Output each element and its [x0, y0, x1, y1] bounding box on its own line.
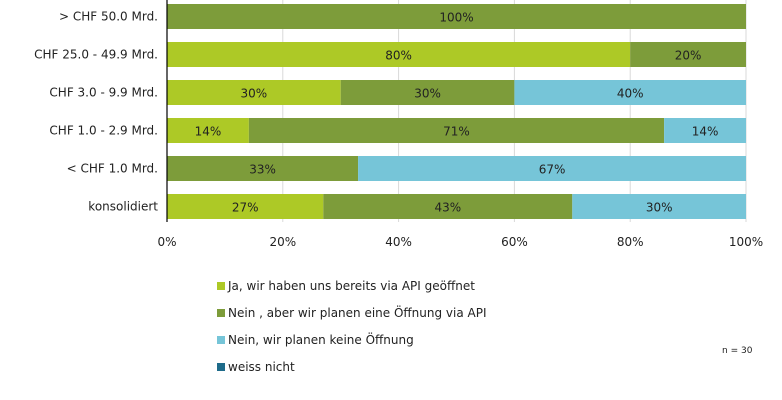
data-label: 40%	[617, 87, 644, 101]
legend-item: Nein, wir planen keine Öffnung	[217, 326, 487, 353]
legend-swatch	[217, 281, 225, 290]
data-label: 20%	[675, 49, 702, 63]
data-label: 14%	[692, 125, 719, 139]
data-label: 100%	[439, 11, 473, 25]
sample-size-note: n = 30	[722, 346, 753, 356]
x-tick-label: 0%	[157, 235, 176, 249]
data-label: 30%	[241, 87, 268, 101]
x-tick-label: 40%	[385, 235, 412, 249]
data-label: 27%	[232, 201, 259, 215]
x-tick-label: 100%	[729, 235, 763, 249]
legend-swatch	[217, 335, 225, 344]
data-label: 33%	[249, 163, 276, 177]
legend: Ja, wir haben uns bereits via API geöffn…	[217, 272, 487, 380]
legend-swatch	[217, 308, 225, 317]
category-label: CHF 3.0 - 9.9 Mrd.	[49, 86, 158, 100]
category-label: > CHF 50.0 Mrd.	[59, 10, 158, 24]
data-label: 14%	[195, 125, 222, 139]
bar-segment	[167, 194, 324, 219]
legend-label: Nein, wir planen keine Öffnung	[228, 332, 414, 347]
category-label: konsolidiert	[88, 200, 158, 214]
legend-label: weiss nicht	[228, 359, 295, 374]
bar-segment	[167, 4, 746, 29]
bar-segment	[572, 194, 746, 219]
bar-segment	[248, 118, 665, 143]
data-label: 71%	[443, 125, 470, 139]
category-label: CHF 1.0 - 2.9 Mrd.	[49, 124, 158, 138]
legend-item: Nein , aber wir planen eine Öffnung via …	[217, 299, 487, 326]
bar-segment	[167, 42, 631, 67]
bar-segment	[340, 80, 515, 105]
x-tick-label: 80%	[617, 235, 644, 249]
legend-item: weiss nicht	[217, 353, 487, 380]
bar-segment	[167, 118, 249, 143]
legend-swatch	[217, 362, 225, 371]
bar-segment	[514, 80, 746, 105]
bar-segment	[167, 156, 359, 181]
x-tick-label: 60%	[501, 235, 528, 249]
bar-segment	[630, 42, 746, 67]
legend-label: Nein , aber wir planen eine Öffnung via …	[228, 305, 487, 320]
category-label: CHF 25.0 - 49.9 Mrd.	[34, 48, 158, 62]
data-label: 43%	[434, 201, 461, 215]
bar-segment	[167, 80, 341, 105]
bar-segment	[664, 118, 746, 143]
legend-label: Ja, wir haben uns bereits via API geöffn…	[228, 278, 475, 293]
data-label: 30%	[646, 201, 673, 215]
category-label: < CHF 1.0 Mrd.	[67, 162, 158, 176]
bar-segment	[323, 194, 573, 219]
legend-item: Ja, wir haben uns bereits via API geöffn…	[217, 272, 487, 299]
data-label: 80%	[385, 49, 412, 63]
data-label: 67%	[539, 163, 566, 177]
bar-segment	[358, 156, 746, 181]
x-tick-label: 20%	[269, 235, 296, 249]
data-label: 30%	[414, 87, 441, 101]
